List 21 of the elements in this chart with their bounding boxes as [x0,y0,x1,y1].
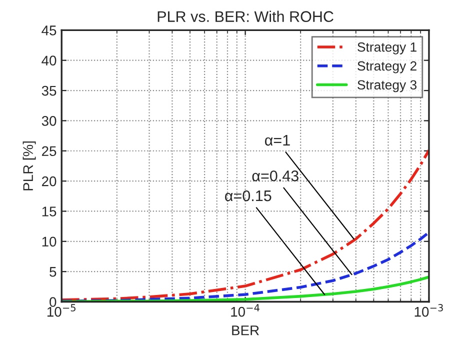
x-tick-label: 10$^{−3}$ [414,304,443,317]
annotation: α=1 [264,135,290,146]
x-tick-label: 10$^{−4}$ [231,304,260,317]
annotation: α=0.43 [252,170,298,182]
x-axis-title: BER [232,326,259,336]
y-tick-label: 25 [42,146,56,156]
legend-label: Strategy 3 [358,80,417,92]
y-tick-label: 40 [42,56,56,66]
y-tick-label: 5 [50,267,56,277]
y-tick-label: 45 [42,26,56,36]
y-tick-label: 30 [42,116,56,126]
y-axis-title: PLR [%] [22,141,36,190]
y-tick-label: 35 [42,86,56,96]
y-tick-label: 15 [42,206,56,216]
legend-label: Strategy 1 [358,42,416,54]
y-tick-label: 20 [42,176,56,186]
annotation: α=0.15 [225,190,272,202]
legend-label: Strategy 2 [358,61,416,74]
chart-title: PLR vs. BER: With ROHC [158,10,334,22]
y-tick-label: 10 [42,236,56,247]
y-tick-label: 0 [50,297,56,307]
